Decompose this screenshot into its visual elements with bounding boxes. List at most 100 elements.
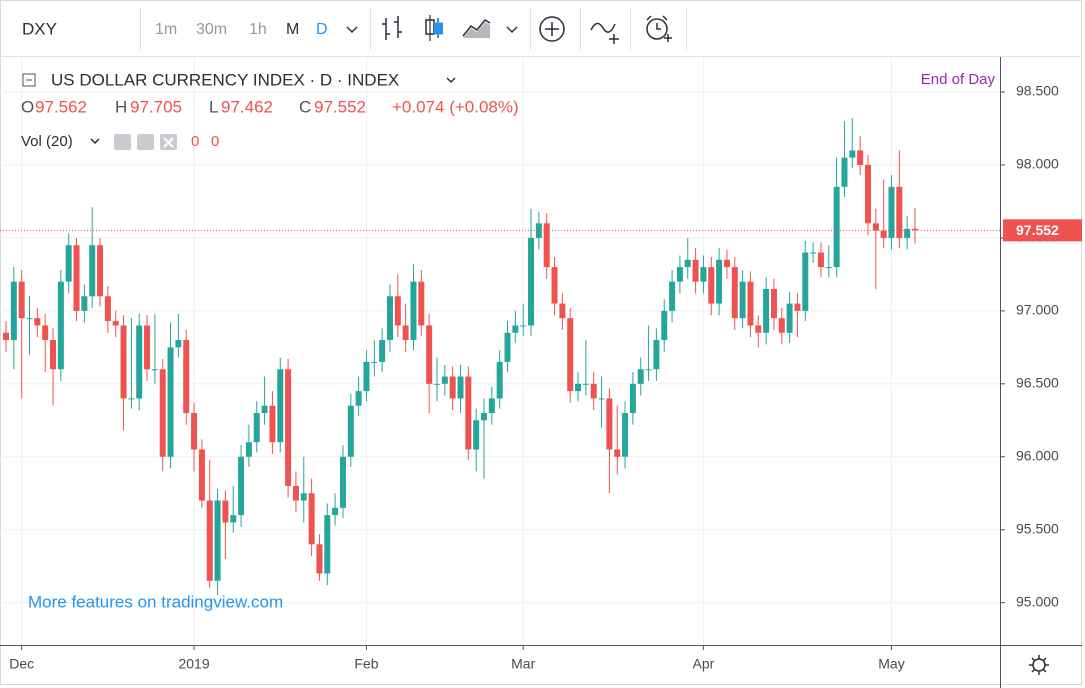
dropdown-icon[interactable] xyxy=(90,138,100,145)
candle-body xyxy=(708,267,715,304)
candle-body xyxy=(504,332,511,362)
interval-active[interactable]: D xyxy=(316,21,328,38)
x-tick-label: Feb xyxy=(354,656,378,672)
candle-body xyxy=(277,369,284,443)
alert-icon[interactable] xyxy=(646,18,668,40)
candles-icon[interactable] xyxy=(434,22,443,35)
candle-body xyxy=(57,281,64,370)
toolbar: DXY 1m 30m 1h M D xyxy=(0,8,1082,57)
candle-body xyxy=(386,296,393,341)
candle-body xyxy=(488,398,495,414)
candle-body xyxy=(26,318,33,320)
candle-body xyxy=(888,186,895,238)
candle-body xyxy=(582,383,589,385)
symbol[interactable]: DXY xyxy=(22,19,57,38)
candle-body xyxy=(159,369,166,457)
dropdown-icon[interactable] xyxy=(506,26,518,34)
candle-body xyxy=(206,500,213,581)
candle-body xyxy=(786,303,793,333)
interval[interactable]: M xyxy=(286,21,299,38)
candle-body xyxy=(653,340,660,370)
y-tick-label: 98.000 xyxy=(1016,156,1059,172)
candle-body xyxy=(692,259,699,282)
candle-body xyxy=(97,245,104,297)
candle-body xyxy=(402,325,409,341)
candle-body xyxy=(637,369,644,384)
dropdown-icon[interactable] xyxy=(446,77,456,84)
volume-value: 0 xyxy=(191,133,199,150)
candle-body xyxy=(292,485,299,501)
candle-body xyxy=(300,493,307,501)
area-icon[interactable] xyxy=(463,22,490,38)
candle-body xyxy=(183,340,190,414)
plot-area: 95.00095.50096.00096.50097.00097.50098.0… xyxy=(0,57,1082,672)
candle-body xyxy=(904,228,911,238)
alert-icon[interactable] xyxy=(646,15,672,42)
candle-body xyxy=(81,296,88,311)
y-tick-label: 96.000 xyxy=(1016,447,1059,463)
candle-body xyxy=(230,515,237,523)
dropdown-icon[interactable] xyxy=(346,26,358,34)
legend-title: US DOLLAR CURRENCY INDEX · D · INDEX xyxy=(51,70,399,89)
gear-icon[interactable] xyxy=(1029,655,1049,675)
legend: US DOLLAR CURRENCY INDEX · D · INDEX O 9… xyxy=(21,70,519,150)
candle-body xyxy=(418,281,425,326)
end-of-day: End of Day xyxy=(921,71,996,88)
compare-icon[interactable] xyxy=(590,22,619,44)
candle-body xyxy=(731,267,738,319)
indicators-icon[interactable] xyxy=(539,16,565,42)
x-tick-label: 2019 xyxy=(178,656,209,672)
candle-body xyxy=(89,245,96,297)
candle-body xyxy=(606,398,613,450)
candle-body xyxy=(426,325,433,384)
x-tick-label: Mar xyxy=(511,656,535,672)
candle-body xyxy=(598,398,605,400)
ohlc-value: 97.705 xyxy=(130,97,182,116)
candle-body xyxy=(778,318,785,333)
candle-body xyxy=(261,405,268,414)
candle-body xyxy=(136,325,143,399)
indicators-icon[interactable] xyxy=(545,22,559,36)
candle-body xyxy=(872,223,879,231)
settings-icon[interactable] xyxy=(137,134,154,150)
interval[interactable]: 30m xyxy=(196,21,227,38)
candle-body xyxy=(864,164,871,224)
ohlc-value: 97.562 xyxy=(35,97,87,116)
volume-title: Vol (20) xyxy=(21,133,73,150)
watermark[interactable]: More features on tradingview.com xyxy=(28,592,283,611)
candle-body xyxy=(723,259,730,268)
candle-body xyxy=(34,318,41,326)
candle-body xyxy=(198,449,205,501)
bars-icon[interactable] xyxy=(382,16,402,40)
candle-body xyxy=(449,376,456,399)
candle-body xyxy=(810,252,817,254)
candle-body xyxy=(676,267,683,282)
candle-body xyxy=(802,252,809,311)
candle-body xyxy=(473,420,480,450)
candle-body xyxy=(410,281,417,341)
interval[interactable]: 1m xyxy=(155,21,177,38)
candle-body xyxy=(128,398,135,400)
candle-body xyxy=(347,405,354,457)
settings-gear[interactable] xyxy=(1029,655,1049,675)
interval[interactable]: 1h xyxy=(249,21,267,38)
collapse-icon[interactable] xyxy=(22,73,36,87)
y-tick-label: 95.500 xyxy=(1016,520,1059,536)
remove-icon[interactable] xyxy=(163,137,174,148)
candle-body xyxy=(73,245,80,311)
candle-body xyxy=(575,383,582,392)
candle-body xyxy=(535,223,542,238)
candle-body xyxy=(18,281,25,319)
candle-body xyxy=(661,310,668,341)
eye-icon[interactable] xyxy=(114,134,131,150)
candle-body xyxy=(167,347,174,457)
candle-body xyxy=(528,237,535,326)
candle-body xyxy=(739,281,746,319)
candle-body xyxy=(120,325,127,399)
candle-body xyxy=(3,332,9,341)
candle-body xyxy=(371,361,378,363)
area-icon[interactable] xyxy=(462,19,491,37)
candle-body xyxy=(175,340,182,348)
candle-body xyxy=(112,321,119,326)
